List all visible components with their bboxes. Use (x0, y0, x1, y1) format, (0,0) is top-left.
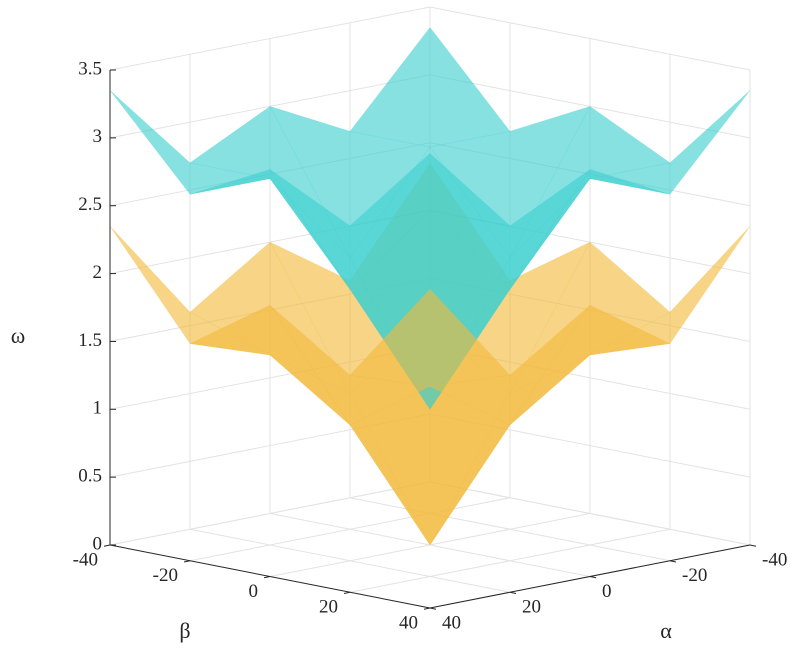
x-axis-label: α (660, 618, 672, 643)
z-tick-label: 2.5 (78, 194, 102, 215)
tick-mark (183, 560, 191, 563)
z-tick-label: 1 (93, 398, 103, 419)
tick-mark (589, 576, 597, 579)
tick-mark (749, 544, 757, 547)
x-tick-label: 0 (602, 581, 612, 602)
x-tick-label: 40 (442, 612, 461, 633)
tick-mark (509, 591, 517, 594)
z-tick-label: 3.5 (78, 58, 102, 79)
y-tick-label: -20 (153, 565, 178, 586)
y-tick-label: 20 (319, 597, 338, 618)
x-tick-label: -40 (762, 549, 787, 570)
surface-patch (349, 288, 511, 387)
z-axis-label: ω (11, 323, 25, 348)
y-tick-label: -40 (73, 549, 98, 570)
tick-mark (343, 591, 351, 594)
tick-mark (263, 576, 271, 579)
tick-mark (103, 544, 111, 547)
x-tick-label: -20 (682, 565, 707, 586)
surface-patch (349, 26, 511, 148)
y-tick-label: 40 (399, 612, 418, 633)
x-tick-label: 20 (522, 597, 541, 618)
z-tick-label: 1.5 (78, 330, 102, 351)
grid-line (349, 528, 671, 593)
tick-mark (429, 607, 437, 610)
z-tick-label: 0.5 (78, 466, 102, 487)
y-axis-label: β (179, 618, 190, 643)
grid-line (189, 497, 511, 562)
y-tick-label: 0 (249, 581, 259, 602)
z-tick-label: 2 (93, 262, 103, 283)
z-tick-label: 0 (93, 533, 103, 554)
surface-patch (349, 153, 511, 227)
z-tick-label: 3 (93, 126, 103, 147)
tick-mark (423, 607, 431, 610)
grid-line (109, 481, 431, 546)
tick-mark (669, 560, 677, 563)
